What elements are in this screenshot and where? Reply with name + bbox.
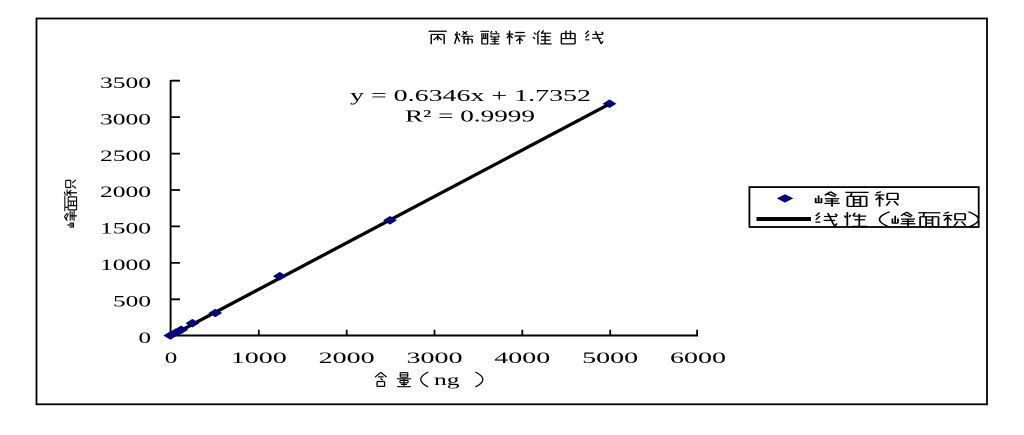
- svg-text:R² = 0.9999: R² = 0.9999: [405, 107, 535, 126]
- svg-text:1500: 1500: [100, 221, 151, 238]
- svg-text:0: 0: [139, 330, 152, 347]
- svg-text:1000: 1000: [231, 350, 287, 367]
- svg-text:2000: 2000: [100, 184, 151, 201]
- svg-text:6000: 6000: [670, 350, 726, 367]
- svg-text:2500: 2500: [100, 148, 151, 165]
- svg-text:y = 0.6346x + 1.7352: y = 0.6346x + 1.7352: [350, 86, 591, 105]
- svg-text:ng: ng: [434, 372, 460, 389]
- svg-text:3000: 3000: [100, 111, 151, 128]
- svg-text:3500: 3500: [100, 75, 151, 92]
- svg-text:4000: 4000: [494, 350, 550, 367]
- svg-text:5000: 5000: [582, 350, 638, 367]
- svg-text:2000: 2000: [319, 350, 375, 367]
- svg-text:500: 500: [113, 294, 151, 311]
- svg-text:1000: 1000: [100, 257, 151, 274]
- svg-text:3000: 3000: [407, 350, 463, 367]
- svg-text:0: 0: [165, 350, 178, 367]
